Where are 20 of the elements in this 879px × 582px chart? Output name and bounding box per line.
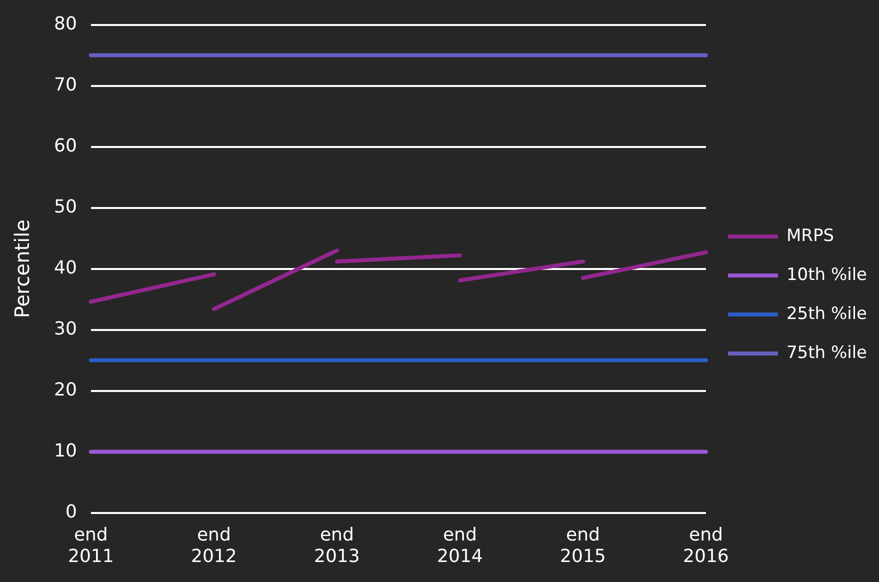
legend-label: 10th %ile <box>786 264 868 285</box>
y-tick-label: 40 <box>54 257 77 278</box>
y-tick-label: 80 <box>54 13 77 34</box>
y-tick-label: 10 <box>54 440 77 462</box>
y-tick-label: 30 <box>54 318 77 340</box>
legend-label: MRPS <box>786 226 834 246</box>
x-tick-label: end 2011 <box>68 524 114 567</box>
y-tick-label: 50 <box>54 196 77 218</box>
x-tick-label: end 2015 <box>560 524 606 567</box>
legend-label: 25th %ile <box>786 304 868 324</box>
y-tick-label: 0 <box>65 501 77 522</box>
y-tick-label: 20 <box>54 379 77 400</box>
x-tick-label: end 2013 <box>314 524 360 567</box>
legend-label: 75th %ile <box>786 342 868 363</box>
x-tick-label: end 2016 <box>683 524 729 567</box>
x-tick-label: end 2012 <box>191 524 237 567</box>
x-tick-label: end 2014 <box>437 524 483 567</box>
y-tick-label: 70 <box>54 74 77 96</box>
y-axis-title: Percentile <box>10 219 34 318</box>
y-tick-label: 60 <box>54 135 77 156</box>
